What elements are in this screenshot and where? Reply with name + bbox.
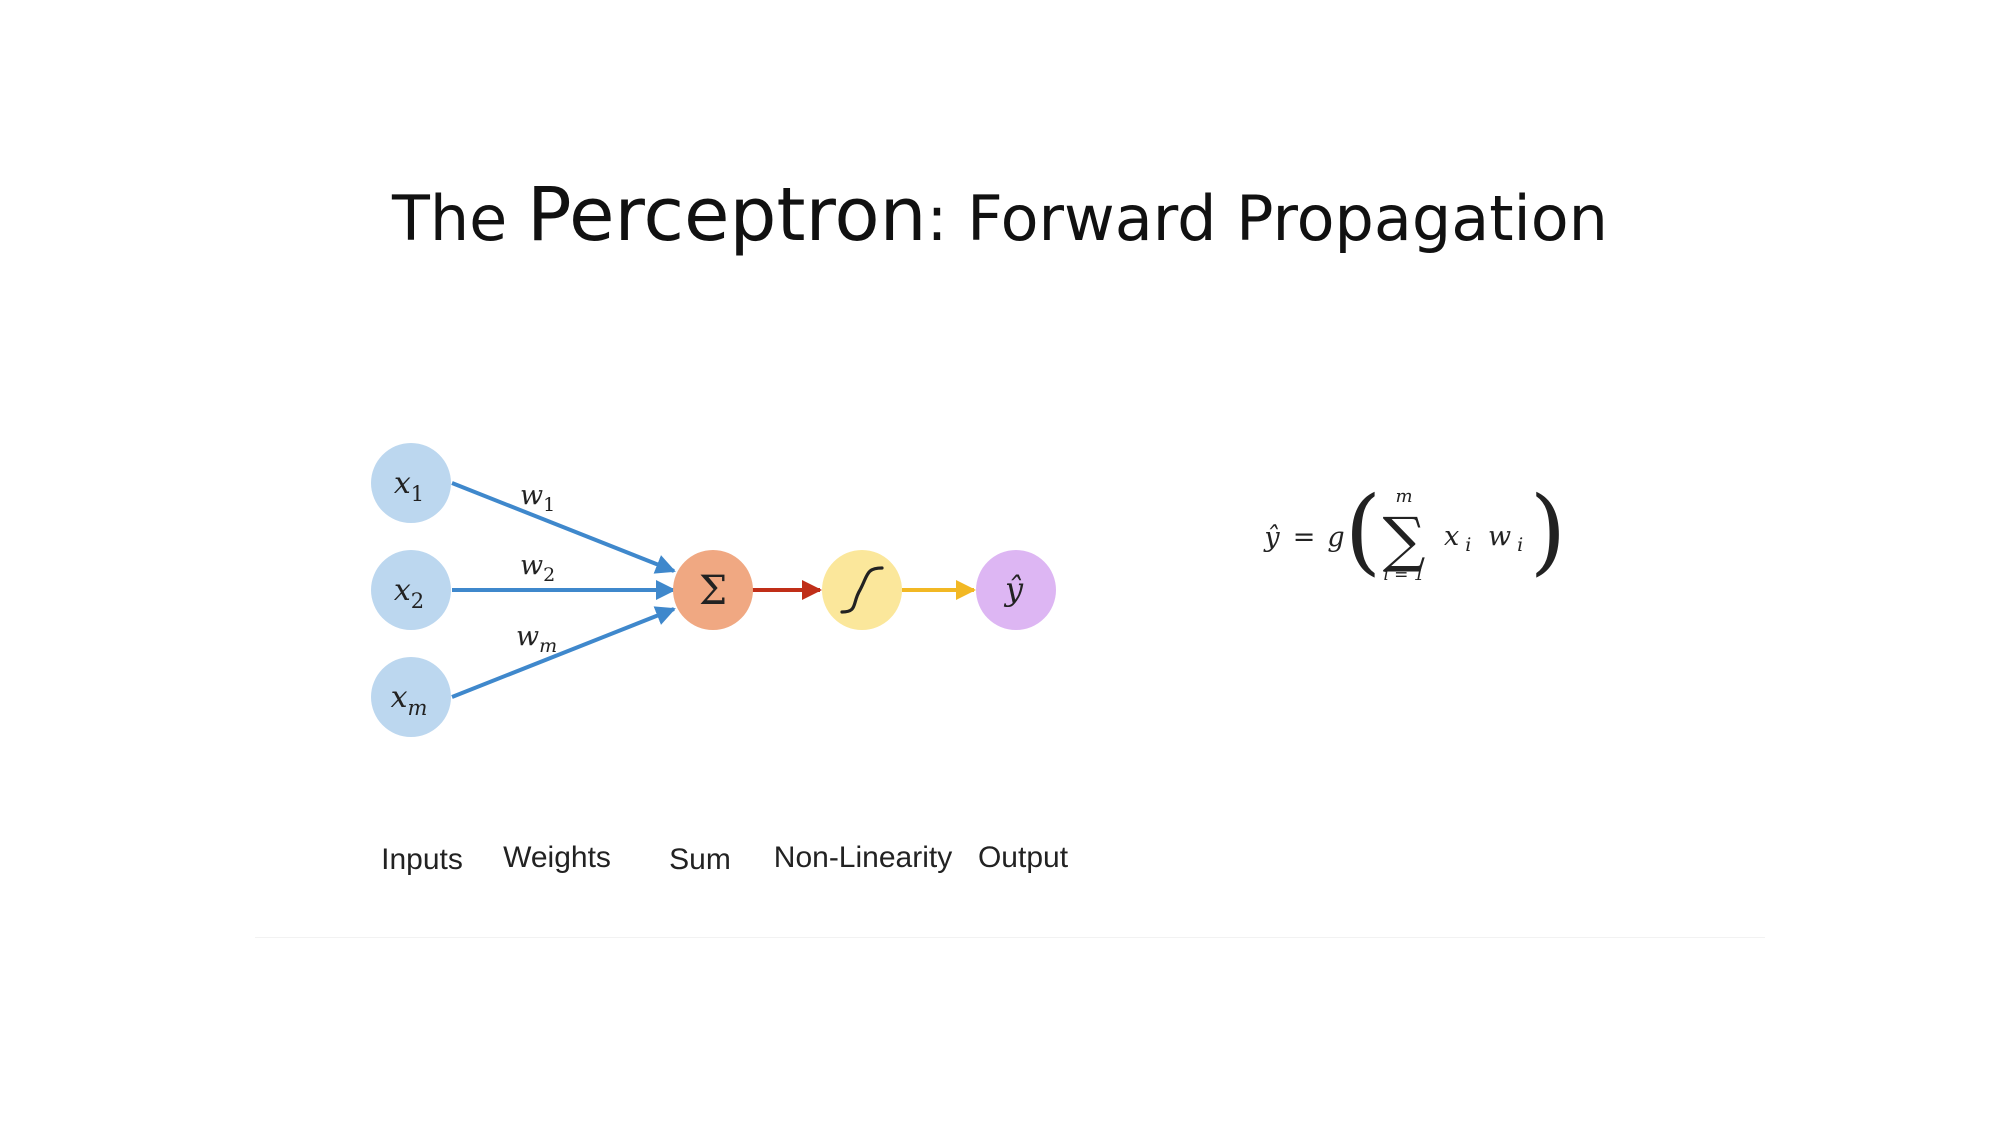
input-x2-base: x	[394, 573, 411, 608]
arrow-x1-to-sum	[451, 481, 676, 574]
eq-w-sub: i	[1517, 534, 1523, 556]
input-xm-base: x	[391, 680, 408, 715]
svg-text:x2: x2	[394, 573, 424, 613]
eq-upper-limit: m	[1395, 486, 1412, 507]
eq-yhat: ŷ	[1263, 522, 1280, 553]
svg-text:xm: xm	[391, 680, 428, 720]
output-node: ŷ	[976, 550, 1056, 630]
title-suffix: : Forward Propagation	[926, 182, 1608, 255]
stage-label-sum: Sum	[669, 843, 731, 876]
weight-w1-base: w	[520, 480, 543, 511]
eq-x: x	[1444, 521, 1459, 552]
eq-sigma: ∑	[1383, 505, 1426, 575]
title-prefix: The	[392, 182, 528, 255]
weight-w2-sub: 2	[543, 564, 555, 586]
weight-w1: w1	[520, 480, 555, 516]
weight-w2: w2	[520, 550, 555, 586]
stage-label-output: Output	[978, 841, 1069, 874]
input-x1-sub: 1	[411, 482, 424, 506]
input-node-x2: x2	[371, 550, 451, 630]
output-symbol: ŷ	[1003, 570, 1024, 608]
activation-node	[822, 550, 902, 630]
input-x1-base: x	[394, 466, 411, 501]
weight-wm: wm	[516, 621, 557, 657]
weight-w2-base: w	[520, 550, 543, 581]
eq-lparen: (	[1345, 477, 1382, 586]
divider-line	[255, 937, 1765, 938]
eq-equals: =	[1293, 522, 1316, 553]
sigmoid-icon	[840, 566, 884, 614]
stage-label-weights: Weights	[503, 841, 611, 874]
input-xm-sub: m	[408, 696, 428, 720]
sum-symbol: Σ	[699, 568, 727, 614]
slide-title: The Perceptron: Forward Propagation	[0, 172, 2000, 258]
weight-wm-sub: m	[539, 635, 557, 657]
stage-label-non-linearity: Non-Linearity	[774, 841, 952, 874]
eq-g: g	[1327, 522, 1344, 553]
input-node-xm: xm	[371, 657, 451, 737]
svg-text:x1: x1	[394, 466, 424, 506]
input-node-x1: x1	[371, 443, 451, 523]
title-main: Perceptron	[527, 172, 927, 258]
eq-rparen: )	[1530, 477, 1567, 586]
sum-node: Σ	[673, 550, 753, 630]
eq-w: w	[1488, 521, 1511, 552]
input-x2-sub: 2	[411, 589, 424, 613]
eq-lower-limit: i = 1	[1383, 565, 1424, 585]
arrow-xm-to-sum	[451, 606, 676, 699]
stage-label-inputs: Inputs	[381, 843, 463, 876]
eq-x-sub: i	[1465, 534, 1471, 556]
weight-w1-sub: 1	[543, 494, 555, 516]
weight-wm-base: w	[516, 621, 539, 652]
